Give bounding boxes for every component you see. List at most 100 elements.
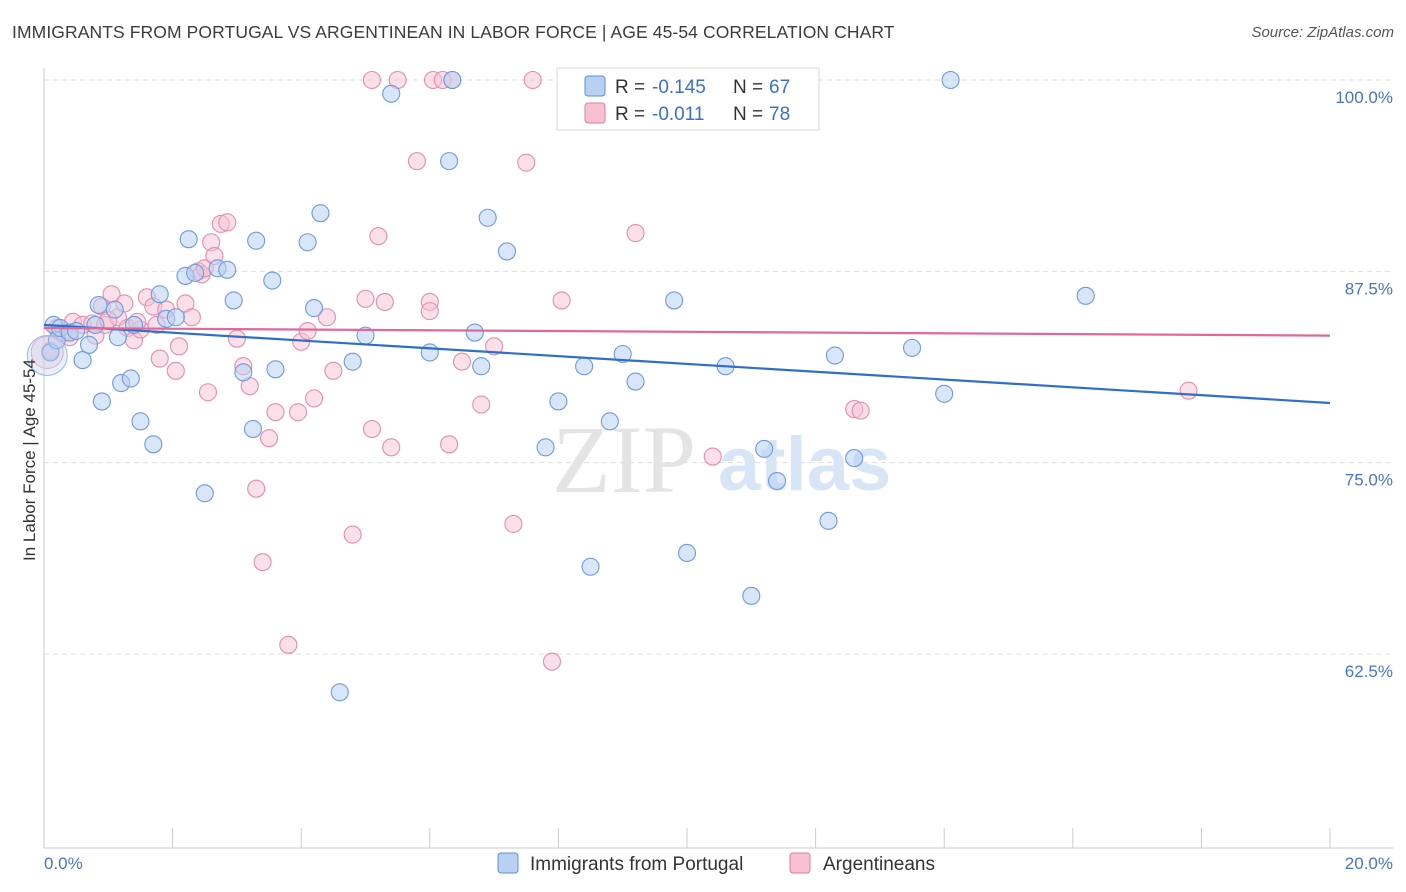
portugal-points — [26, 70, 1095, 702]
argentineans-trend-line — [43, 326, 1331, 337]
y-tick-label-0: 62.5% — [1345, 662, 1393, 681]
portugal-point — [465, 323, 484, 342]
argentineans-point — [324, 361, 343, 380]
portugal-point — [825, 346, 844, 365]
legend-swatch-portugal — [584, 75, 606, 97]
portugal-point-cluster — [26, 335, 68, 377]
argentineans-point — [317, 308, 336, 327]
argentineans-point — [266, 403, 285, 422]
portugal-point — [144, 435, 163, 454]
argentineans-point — [375, 292, 394, 311]
portugal-point — [478, 208, 497, 227]
argentineans-point — [1179, 381, 1198, 400]
argentineans-point — [259, 429, 279, 448]
portugal-point — [131, 412, 150, 431]
bottom-legend-swatch-portugal — [497, 852, 519, 874]
portugal-point — [549, 392, 568, 411]
legend-n-value-portugal: 67 — [769, 77, 790, 98]
legend-r-label-portugal: R = — [615, 77, 645, 98]
portugal-point — [224, 291, 243, 310]
portugal-point — [536, 438, 555, 457]
portugal-point — [767, 471, 787, 491]
argentineans-point — [542, 652, 562, 671]
portugal-point — [755, 439, 774, 458]
portugal-point — [845, 449, 864, 468]
y-tick-label-3: 100.0% — [1335, 88, 1393, 107]
portugal-point — [443, 70, 462, 90]
argentineans-points — [30, 70, 1198, 671]
argentineans-point — [703, 447, 722, 466]
bottom-legend-swatch-argentineans — [789, 852, 811, 874]
legend-n-label-argentineans: N = — [733, 104, 763, 125]
argentineans-point — [227, 329, 246, 348]
portugal-point — [298, 233, 317, 252]
portugal-point — [600, 412, 619, 431]
x-tick-label-min: 0.0% — [44, 854, 83, 873]
argentineans-point — [369, 227, 388, 246]
portugal-point — [67, 321, 86, 341]
portugal-point — [243, 419, 263, 439]
portugal-point — [382, 84, 401, 103]
portugal-point — [86, 315, 105, 334]
portugal-point — [330, 683, 349, 702]
portugal-point — [266, 360, 285, 379]
argentineans-point — [218, 213, 237, 232]
y-tick-label-1: 75.0% — [1345, 471, 1393, 490]
portugal-point — [247, 231, 266, 250]
y-axis-label: In Labor Force | Age 45-54 — [20, 359, 39, 561]
bottom-legend-label-portugal: Immigrants from Portugal — [530, 854, 743, 875]
portugal-point — [263, 271, 282, 290]
argentineans-point — [279, 635, 298, 654]
portugal-point — [179, 230, 198, 249]
portugal-point — [311, 204, 330, 223]
bottom-legend-label-argentineans: Argentineans — [823, 854, 935, 875]
argentineans-point — [472, 395, 491, 414]
argentineans-point — [362, 70, 381, 90]
portugal-point — [819, 511, 838, 530]
portugal-point — [150, 285, 169, 304]
portugal-point — [343, 352, 362, 371]
argentineans-point — [407, 152, 426, 171]
portugal-point — [941, 70, 960, 90]
argentineans-point — [356, 289, 375, 308]
argentineans-point — [247, 479, 266, 498]
argentineans-point — [253, 553, 272, 572]
trend-lines — [43, 323, 1331, 405]
y-tick-label-2: 87.5% — [1345, 279, 1393, 298]
portugal-point — [613, 344, 632, 364]
argentineans-point — [298, 321, 317, 341]
argentineans-point — [552, 291, 571, 310]
portugal-point — [440, 152, 459, 171]
chart-title: IMMIGRANTS FROM PORTUGAL VS ARGENTINEAN … — [12, 22, 895, 42]
x-tick-label-max: 20.0% — [1345, 854, 1393, 873]
portugal-point — [79, 335, 99, 354]
portugal-point — [73, 351, 92, 370]
argentineans-point — [182, 308, 201, 327]
argentineans-point — [150, 349, 169, 368]
argentineans-point — [198, 383, 218, 402]
portugal-point — [935, 384, 954, 403]
portugal-point — [581, 557, 600, 576]
argentineans-point — [166, 361, 185, 380]
argentineans-point — [504, 514, 523, 533]
portugal-point — [742, 586, 761, 605]
portugal-point — [108, 328, 127, 347]
portugal-point — [89, 295, 108, 315]
watermark-zip: ZIP — [552, 406, 696, 513]
watermark-atlas: atlas — [718, 422, 891, 507]
legend-swatch-argentineans — [584, 102, 606, 124]
legend-n-label-portugal: N = — [733, 77, 763, 98]
argentineans-point — [440, 435, 459, 454]
portugal-point — [575, 357, 594, 376]
portugal-point — [497, 242, 517, 261]
portugal-point — [186, 263, 205, 282]
argentineans-point — [169, 337, 189, 356]
argentineans-point — [305, 389, 324, 408]
argentineans-point — [420, 302, 439, 321]
portugal-trend-line — [43, 323, 1331, 405]
argentineans-point — [288, 403, 308, 422]
legend-r-value-argentineans: -0.011 — [652, 104, 704, 125]
argentineans-point — [485, 337, 504, 356]
portugal-point — [234, 363, 253, 382]
portugal-point — [105, 300, 124, 319]
